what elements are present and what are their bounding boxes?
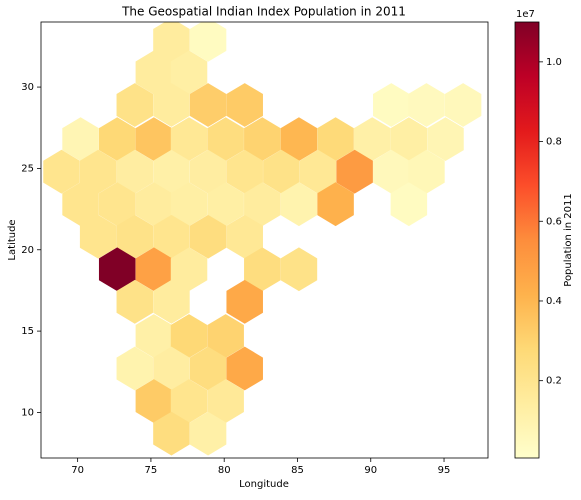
x-tick-label: 90 — [364, 465, 377, 476]
hex-bin — [390, 117, 428, 162]
hex-bin — [226, 279, 263, 324]
hex-layer — [43, 22, 482, 456]
hex-bin — [299, 149, 337, 194]
colorbar-tick-label: 1.0 — [546, 57, 562, 68]
hex-bin — [116, 279, 154, 324]
hex-bin — [153, 83, 190, 127]
hex-bin — [207, 117, 244, 162]
x-tick-label: 75 — [145, 465, 158, 476]
colorbar-tick-label: 0.4 — [546, 296, 562, 307]
hex-bin — [135, 379, 173, 423]
hex-bin — [153, 22, 190, 62]
x-tick-label: 95 — [438, 465, 451, 476]
hex-bin — [189, 346, 227, 391]
hex-bin — [98, 247, 136, 292]
hex-bin — [226, 83, 263, 127]
hex-bin — [116, 83, 154, 127]
y-tick-label: 30 — [21, 82, 34, 93]
hex-bin — [280, 247, 318, 292]
hex-bin — [62, 117, 99, 162]
hex-bin — [226, 214, 263, 259]
hex-bin — [189, 83, 227, 127]
colorbar — [514, 21, 540, 459]
hex-bin — [170, 247, 208, 292]
hex-bin — [207, 379, 244, 423]
hex-bin — [189, 149, 227, 194]
hex-bin — [170, 50, 208, 95]
hex-bin — [207, 182, 244, 227]
hex-bin — [444, 83, 482, 127]
x-tick-label: 85 — [291, 465, 304, 476]
hex-bin — [263, 149, 300, 194]
colorbar-tick-label: 0.6 — [546, 216, 562, 227]
hex-bin — [153, 279, 190, 324]
hex-bin — [116, 149, 154, 194]
y-tick-label: 25 — [21, 163, 34, 174]
colorbar-tick-label: 0.2 — [546, 376, 562, 387]
hex-bin — [280, 182, 318, 227]
hex-bin — [408, 149, 445, 194]
hex-bin — [189, 411, 227, 456]
hex-bin — [390, 182, 428, 227]
hex-bin — [207, 314, 244, 358]
hex-bin — [280, 117, 318, 162]
colorbar-tick-label: 0.8 — [546, 137, 562, 148]
hex-bin — [336, 149, 373, 194]
hex-bin — [153, 346, 190, 391]
hex-bin — [226, 346, 263, 391]
hex-bin — [116, 346, 154, 391]
y-tick-label: 10 — [21, 407, 34, 418]
y-tick-label: 15 — [21, 326, 34, 337]
hex-bin — [62, 182, 99, 227]
hex-bin — [135, 50, 173, 95]
hex-bin — [153, 149, 190, 194]
hex-bin — [79, 214, 117, 259]
colorbar-offset: 1e7 — [516, 9, 535, 20]
x-axis-label: Longitude — [239, 479, 289, 490]
hex-bin — [244, 117, 281, 162]
chart-title: The Geospatial Indian Index Population i… — [121, 5, 406, 19]
hex-bin — [170, 314, 208, 358]
x-tick-label: 80 — [218, 465, 231, 476]
hex-bin — [317, 117, 354, 162]
hex-bin — [373, 149, 410, 194]
hex-bin — [244, 182, 281, 227]
hex-bin — [135, 314, 173, 358]
hex-bin — [135, 182, 173, 227]
hex-bin — [43, 149, 80, 194]
hex-bin — [116, 214, 154, 259]
y-tick-label: 20 — [21, 245, 34, 256]
hex-bin — [317, 182, 354, 227]
hex-bin — [408, 83, 445, 127]
hex-bin — [79, 149, 117, 194]
hex-bin — [170, 379, 208, 423]
hex-bin — [135, 247, 173, 292]
hex-bin — [189, 22, 227, 62]
plot-frame — [40, 21, 489, 459]
hex-bin — [135, 117, 173, 162]
colorbar-label: Population in 2011 — [563, 193, 574, 286]
hex-bin — [373, 83, 410, 127]
hex-bin — [353, 117, 391, 162]
hex-bin — [189, 214, 227, 259]
hex-bin — [98, 117, 136, 162]
x-tick-label: 70 — [71, 465, 84, 476]
hex-bin — [427, 117, 464, 162]
hex-bin — [244, 247, 281, 292]
y-axis-label: Latitude — [7, 219, 18, 260]
hex-bin — [170, 117, 208, 162]
hex-bin — [98, 182, 136, 227]
hex-bin — [170, 182, 208, 227]
hex-bin — [153, 411, 190, 456]
hex-bin — [226, 149, 263, 194]
hex-bin — [153, 214, 190, 259]
